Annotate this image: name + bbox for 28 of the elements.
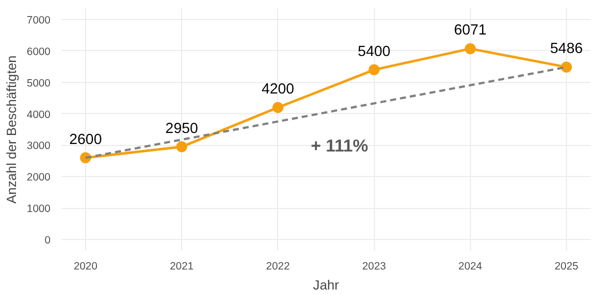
annotation: + 111% bbox=[310, 136, 368, 156]
y-tick-label: 7000 bbox=[26, 14, 51, 26]
y-tick-label: 4000 bbox=[26, 108, 51, 121]
data-label: 6071 bbox=[454, 22, 487, 39]
x-tick-label: 2024 bbox=[458, 260, 482, 272]
y-tick-label: 6000 bbox=[26, 46, 51, 58]
point bbox=[272, 102, 284, 113]
y-tick-label: 1000 bbox=[26, 203, 51, 216]
data-label: 5400 bbox=[358, 44, 390, 60]
data-label: 2600 bbox=[69, 132, 102, 148]
data-label: 4200 bbox=[262, 82, 294, 98]
point bbox=[176, 141, 188, 152]
point bbox=[464, 43, 476, 54]
y-tick-label: 3000 bbox=[26, 140, 51, 152]
x-tick-label: 2022 bbox=[266, 260, 290, 272]
y-tick-label: 2000 bbox=[26, 172, 51, 184]
data-label: 5486 bbox=[550, 41, 583, 58]
x-tick-label: 2020 bbox=[74, 260, 98, 272]
y-tick-label: 0 bbox=[44, 234, 51, 246]
x-axis-title: Jahr bbox=[313, 278, 340, 292]
y-axis-title: Anzahl der Beschäftigten bbox=[4, 55, 19, 204]
data-label: 2950 bbox=[165, 120, 198, 137]
point bbox=[560, 62, 572, 73]
x-tick-label: 2023 bbox=[362, 260, 386, 272]
y-tick-label: 5000 bbox=[26, 77, 51, 90]
x-tick-label: 2025 bbox=[554, 260, 578, 272]
x-tick-label: 2021 bbox=[170, 260, 194, 272]
point bbox=[368, 64, 380, 76]
